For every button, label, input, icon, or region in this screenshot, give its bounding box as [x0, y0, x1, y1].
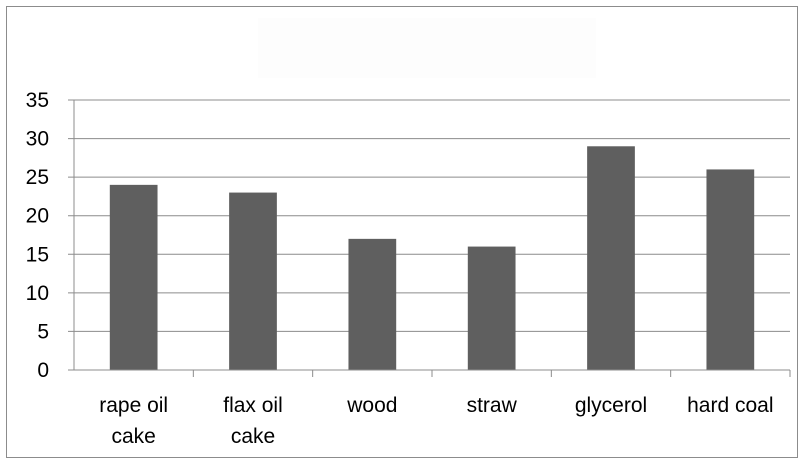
bar-0	[109, 184, 158, 370]
chart-title-area	[258, 18, 596, 78]
y-tick-label-15: 15	[26, 243, 49, 266]
x-category-label-0: rape oil	[99, 394, 168, 417]
bar-1	[229, 192, 277, 370]
y-axis-tick-labels: 0 5 10 15 20 25 30 35	[26, 89, 49, 382]
x-category-label-4: glycerol	[575, 394, 647, 417]
gridlines	[68, 99, 790, 332]
bar-3	[467, 246, 516, 370]
x-category-label-0-line-1: cake	[111, 425, 155, 448]
x-category-label-1: flax oil	[223, 394, 283, 417]
y-tick-label-0: 0	[37, 359, 49, 382]
bar-5	[706, 169, 755, 370]
bar-2	[348, 238, 397, 370]
x-category-label-3: straw	[467, 394, 518, 417]
x-category-label-2: wood	[346, 394, 397, 417]
bar-4	[587, 146, 635, 370]
y-tick-label-5: 5	[37, 320, 49, 343]
x-axis	[68, 100, 791, 377]
y-tick-label-35: 35	[26, 89, 49, 112]
y-tick-label-25: 25	[26, 166, 49, 189]
x-category-label-1-line-1: cake	[231, 425, 275, 448]
y-tick-label-10: 10	[26, 282, 49, 305]
x-category-label-5: hard coal	[687, 394, 773, 417]
y-tick-label-30: 30	[26, 128, 49, 151]
y-tick-label-20: 20	[26, 205, 49, 228]
x-axis-category-labels: rape oil cake flax oil cake wood straw glycero…	[99, 394, 773, 448]
bars	[109, 146, 755, 370]
